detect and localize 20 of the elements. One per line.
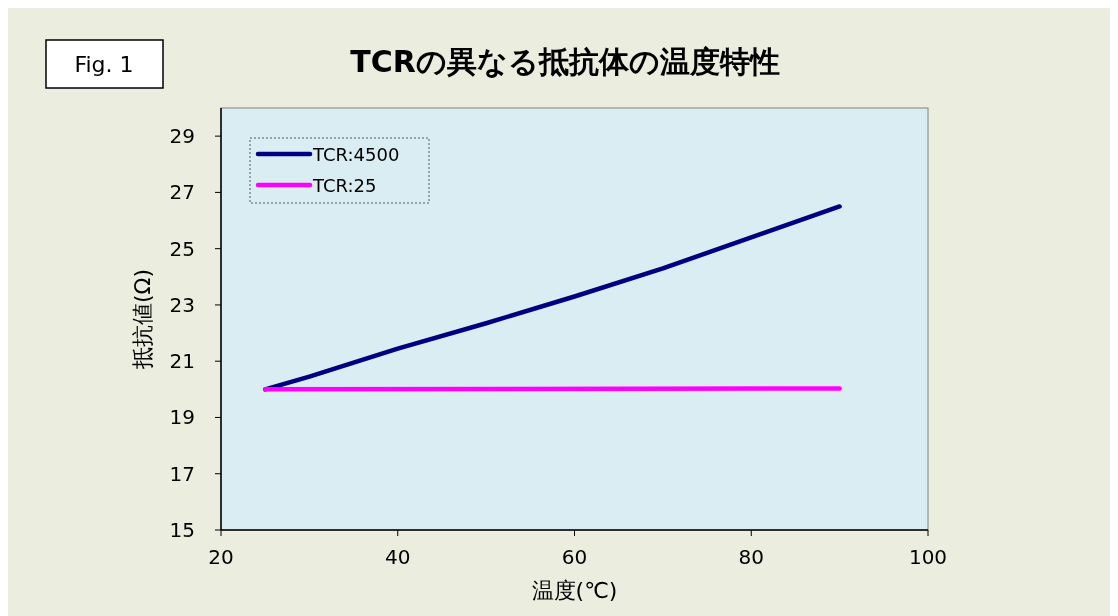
- y-tick-label: 25: [169, 236, 195, 261]
- legend-label: TCR:4500: [312, 144, 400, 165]
- x-tick-label: 60: [561, 545, 588, 569]
- caption: Fig. 1: [74, 52, 134, 77]
- y-tick-label: 27: [169, 180, 195, 205]
- annotation: Fig. 1: [45, 39, 164, 89]
- y-tick-label: 23: [169, 292, 195, 317]
- y-tick-label: 21: [169, 349, 195, 374]
- y-tick-label: 15: [169, 518, 195, 542]
- x-tick-label: 20: [208, 545, 234, 569]
- y-tick-label: 19: [169, 405, 195, 430]
- x-tick-label: 40: [385, 545, 411, 569]
- x-tick-label: 80: [738, 545, 764, 569]
- legend-label: TCR:25: [312, 175, 377, 196]
- y-tick-label: 29: [169, 124, 195, 149]
- x-axis-title: 温度(℃): [531, 578, 618, 603]
- y-tick-label: 17: [169, 461, 195, 486]
- chart-title: TCRの異なる抵抗体の温度特性: [350, 44, 780, 79]
- y-axis-title: 抵抗値(Ω): [130, 269, 155, 370]
- x-tick-label: 100: [908, 545, 948, 569]
